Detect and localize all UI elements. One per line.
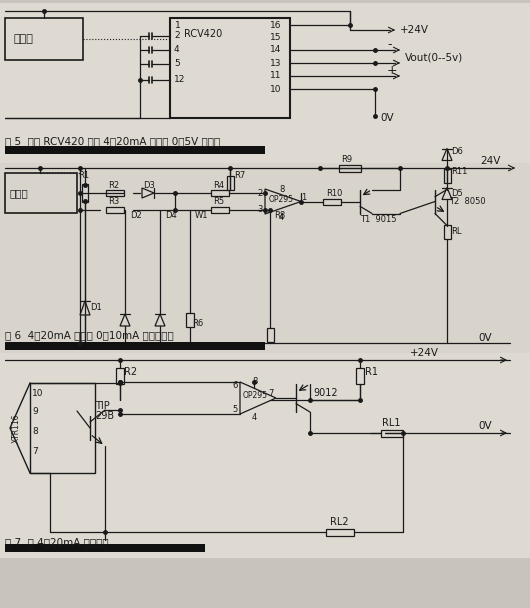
Text: 9012: 9012 [313,388,338,398]
Text: RL1: RL1 [382,418,401,428]
Text: +24V: +24V [400,25,429,35]
Text: Vout(0--5v): Vout(0--5v) [405,52,463,62]
Bar [0,353,530,558]
Bar [444,224,450,238]
Text: 0V: 0V [380,113,394,123]
Text: R2: R2 [108,181,119,190]
Bar [211,207,229,213]
Bar [170,18,290,118]
Text: R8: R8 [274,210,285,219]
Text: R4: R4 [213,181,224,190]
Bar [0,163,530,353]
Text: D4: D4 [165,210,176,219]
Text: 7: 7 [268,389,273,398]
Text: 7: 7 [32,446,38,455]
Text: +: + [387,63,398,77]
Bar [0,3,530,163]
Text: 5: 5 [174,60,180,69]
Text: 0V: 0V [478,333,492,343]
Text: R7: R7 [234,170,245,179]
Text: RCV420: RCV420 [184,29,222,39]
Bar [326,528,354,536]
Text: R11: R11 [451,167,467,176]
Text: +24V: +24V [410,348,439,358]
Text: 6: 6 [232,381,237,390]
Text: RL2: RL2 [330,517,349,527]
Text: 4: 4 [279,213,284,223]
Text: D2: D2 [130,210,142,219]
Text: R1: R1 [365,367,378,377]
Text: 13: 13 [270,58,281,67]
Bar [116,368,124,384]
Text: T1  9015: T1 9015 [360,215,396,224]
Bar [211,190,229,196]
Text: 1: 1 [175,21,181,30]
Bar [267,328,273,342]
Bar [356,368,364,384]
Text: D5: D5 [451,189,463,198]
Text: OP295: OP295 [243,392,268,401]
Text: 11: 11 [270,72,281,80]
Bar [444,168,450,182]
Text: TIP: TIP [95,401,110,411]
Text: 9: 9 [32,407,38,415]
Text: R2: R2 [124,367,137,377]
Text: 12: 12 [174,75,185,85]
Text: R5: R5 [213,198,224,207]
Text: R1: R1 [78,170,89,179]
Text: R3: R3 [108,198,119,207]
Bar [5,173,77,213]
Text: RL: RL [451,227,462,236]
Text: 图 7  双 4～20mA 输出原理: 图 7 双 4～20mA 输出原理 [5,537,109,547]
Text: 8: 8 [252,378,258,387]
Text: 图 6  4～20mA 变换为 0～10mA 的电路原理: 图 6 4～20mA 变换为 0～10mA 的电路原理 [5,330,174,340]
Text: D6: D6 [451,147,463,156]
Text: D1: D1 [90,303,102,313]
Bar [186,313,194,327]
Text: R10: R10 [326,189,342,198]
Text: -: - [387,38,392,52]
Text: W1: W1 [195,210,208,219]
Bar [106,207,124,213]
Text: 变送器: 变送器 [13,34,33,44]
Bar [381,429,403,437]
Text: 24V: 24V [480,156,500,166]
Text: 14: 14 [270,46,281,55]
Polygon shape [265,189,301,214]
Bar [226,176,234,190]
Polygon shape [240,382,276,414]
Text: 2: 2 [174,32,180,41]
Text: 8: 8 [32,426,38,435]
Text: 16: 16 [270,21,281,30]
Text: 图 5  利用 RCV420 构成 4～20mA 变换为 0～5V 的原理: 图 5 利用 RCV420 构成 4～20mA 变换为 0～5V 的原理 [5,136,220,146]
Bar [339,165,361,171]
Text: 1: 1 [301,193,306,202]
Text: 4: 4 [174,46,180,55]
Bar [5,146,265,154]
Text: 15: 15 [270,32,281,41]
Text: 10: 10 [270,85,281,94]
Bar [30,383,95,473]
Text: 29B: 29B [95,411,114,421]
Text: 8: 8 [279,184,285,193]
Text: 2: 2 [257,188,262,198]
Text: T2  8050: T2 8050 [449,197,485,206]
Text: R6: R6 [192,319,203,328]
Bar [5,18,83,60]
Bar [5,342,265,350]
Text: D3: D3 [143,181,155,190]
Text: 4: 4 [252,413,257,423]
Bar [5,544,205,552]
Text: 0V: 0V [478,421,492,431]
Text: OP295: OP295 [269,195,294,204]
Text: R9: R9 [341,154,352,164]
Text: 5: 5 [232,406,237,415]
Text: 10: 10 [32,389,43,398]
Bar [106,190,124,196]
Bar [82,184,88,202]
Text: XTR116: XTR116 [12,413,21,443]
Bar [323,198,341,204]
Text: 3: 3 [257,206,262,215]
Text: 变送器: 变送器 [10,188,29,198]
